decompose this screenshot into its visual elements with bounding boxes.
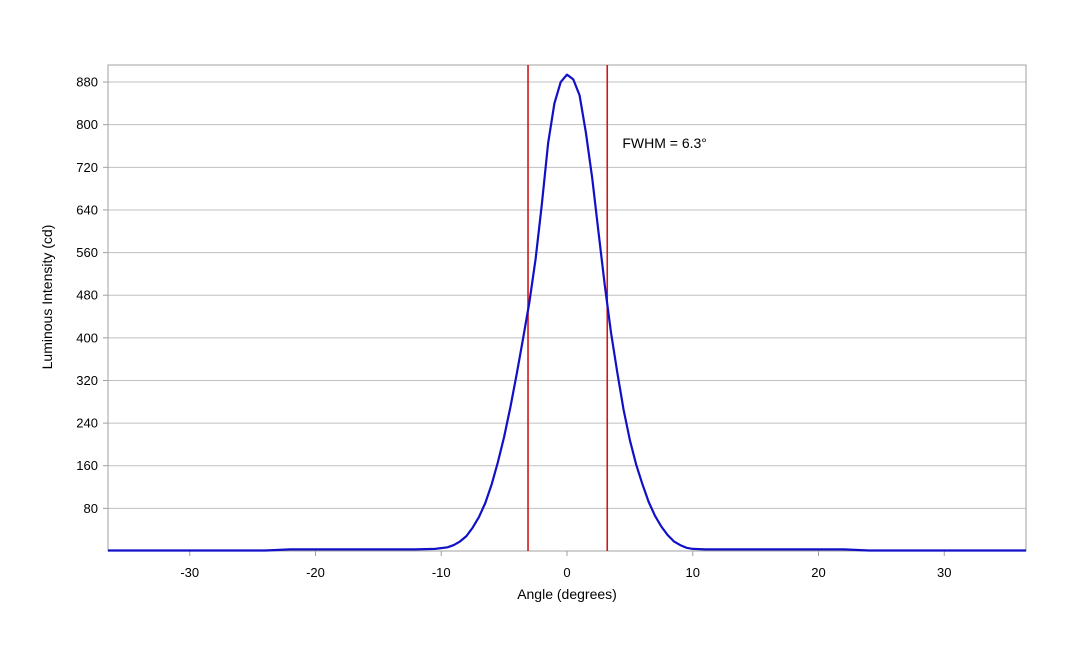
x-tick-label: 30 bbox=[937, 565, 951, 580]
y-tick-label: 560 bbox=[76, 245, 98, 260]
y-tick-label: 320 bbox=[76, 373, 98, 388]
y-tick-label: 480 bbox=[76, 288, 98, 303]
x-tick-label: -10 bbox=[432, 565, 451, 580]
y-tick-label: 800 bbox=[76, 117, 98, 132]
y-tick-label: 720 bbox=[76, 160, 98, 175]
x-tick-label: -30 bbox=[180, 565, 199, 580]
x-tick-label: 0 bbox=[563, 565, 570, 580]
x-tick-label: -20 bbox=[306, 565, 325, 580]
y-tick-label: 400 bbox=[76, 330, 98, 345]
annotations: FWHM = 6.3° bbox=[622, 135, 707, 151]
y-axis-label: Luminous Intensity (cd) bbox=[39, 225, 55, 370]
horizontal-gridlines bbox=[108, 81, 1026, 509]
x-axis-label: Angle (degrees) bbox=[517, 586, 617, 602]
y-tick-label: 880 bbox=[76, 75, 98, 90]
x-tick-label: 20 bbox=[811, 565, 825, 580]
y-tick-label: 160 bbox=[76, 458, 98, 473]
y-tick-label: 640 bbox=[76, 202, 98, 217]
axis-ticks: 80 160 240 320 400 480 560 640 720 800 880 -30 -20 -1… bbox=[76, 75, 951, 580]
fwhm-annotation: FWHM = 6.3° bbox=[622, 135, 707, 151]
x-tick-label: 10 bbox=[686, 565, 700, 580]
y-tick-label: 240 bbox=[76, 416, 98, 431]
intensity-curve bbox=[108, 73, 1026, 552]
y-tick-label: 80 bbox=[84, 501, 98, 516]
